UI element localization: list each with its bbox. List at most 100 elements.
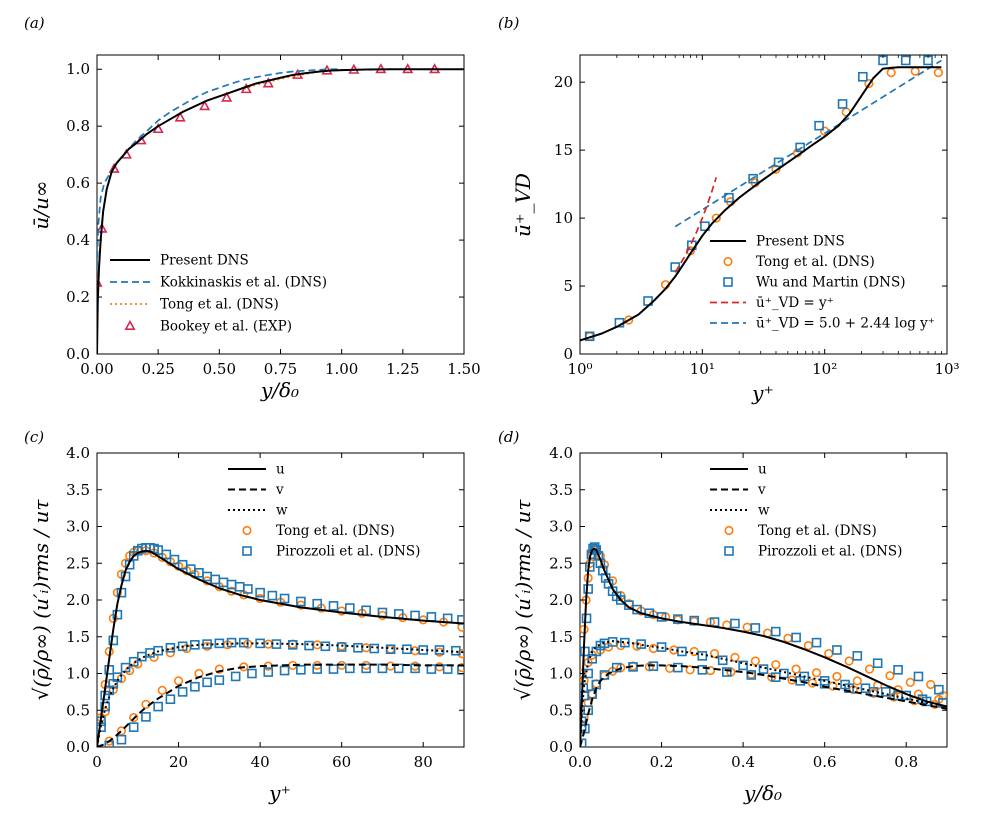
panel-a: (a) 0.00 0.25 0.50 0.75 1.00 1.25 1.500.00.20.… (24, 14, 481, 402)
panel-d-label: (d) (498, 428, 519, 446)
data-point (141, 712, 151, 722)
legend-item: ū⁺_VD = 5.0 + 2.44 log y⁺ (710, 316, 935, 332)
data-point (814, 120, 824, 131)
legend-item: Kokkinaskis et al. (DNS) (110, 275, 327, 291)
series-markers (97, 63, 441, 287)
data-point (108, 162, 120, 173)
legend-label: ū⁺_VD = 5.0 + 2.44 log y⁺ (756, 316, 935, 332)
data-point (190, 681, 200, 692)
data-point (410, 610, 420, 621)
data-point (771, 164, 781, 174)
data-point (386, 644, 396, 654)
y-tick-label: 4.0 (66, 444, 90, 462)
legend-item: Present DNS (710, 234, 845, 250)
x-tick-label: 0.50 (203, 360, 236, 378)
data-point (386, 661, 396, 671)
y-tick-label: 3.5 (66, 481, 90, 499)
data-point (599, 670, 610, 680)
series-line (97, 663, 464, 747)
data-point (864, 78, 874, 89)
data-point (872, 658, 883, 669)
panel-b-plot (580, 55, 943, 342)
data-point (832, 645, 842, 655)
x-tick-label: 0.0 (568, 753, 592, 771)
data-point (758, 664, 769, 674)
legend-item: ū⁺_VD = y⁺ (710, 295, 834, 311)
data-point (771, 660, 781, 670)
data-point (434, 645, 445, 655)
data-point (434, 662, 445, 672)
legend-item: v (710, 482, 766, 498)
legend-item: Tong et al. (DNS) (242, 523, 395, 539)
panel-c-xlabel: y⁺ (268, 781, 291, 805)
data-point (773, 157, 784, 168)
panel-d: (d) 0.0 0.2 0.4 0.6 0.8 0.0 0.5 1.0 1.5 2.0 2.5 3.0… (498, 428, 948, 805)
legend-label: Pirozzoli et al. (DNS) (758, 544, 902, 560)
data-point (926, 679, 936, 690)
legend-label: Bookey et al. (EXP) (160, 319, 292, 335)
data-point (615, 595, 626, 605)
legend-item: Tong et al. (DNS) (723, 254, 875, 270)
panel-d-plot (580, 542, 947, 747)
panel-c: (c) 0 20 40 60 80 0.0 0.5 1.0 1.5 2.0 2.5 3.0 3.5 4.0… (24, 428, 465, 805)
data-point (858, 71, 868, 82)
legend-item: Tong et al. (DNS) (110, 297, 279, 313)
data-point (837, 99, 848, 109)
data-point (933, 68, 943, 78)
legend-label: v (757, 482, 766, 498)
data-point (226, 637, 237, 648)
legend-label: Pirozzoli et al. (DNS) (276, 544, 420, 560)
data-point (328, 601, 339, 611)
y-tick-label: 0.0 (549, 738, 573, 756)
panel-c-ylabel: √(ρ̄/ρ∞) (u′ᵢ)rms / uτ (29, 499, 53, 701)
data-point (913, 671, 924, 682)
data-point (169, 554, 180, 565)
data-point (811, 668, 822, 678)
data-point (336, 642, 347, 652)
data-point (255, 587, 265, 598)
y-tick-label: 2.0 (549, 591, 573, 609)
y-tick-label: 4.0 (549, 444, 573, 462)
data-point (852, 651, 863, 661)
data-point (242, 546, 252, 556)
series-markers (580, 544, 947, 734)
panel-b-ticks: 10⁰ 10¹ 10² 10³ 0 5 10 15 20 (554, 55, 960, 378)
data-point (410, 646, 420, 656)
y-tick-label: 5 (563, 277, 573, 295)
x-tick-label: 0.2 (650, 753, 674, 771)
y-tick-label: 0.6 (66, 174, 90, 192)
data-point (864, 664, 875, 674)
data-point (174, 111, 186, 122)
data-point (624, 315, 634, 325)
legend-label: v (275, 482, 284, 498)
data-point (165, 648, 175, 658)
panel-d-ticks: 0.0 0.2 0.4 0.6 0.8 0.0 0.5 1.0 1.5 2.0 2.5 3.0 3.5 4… (549, 444, 947, 771)
legend-item: w (228, 503, 288, 519)
data-point (580, 738, 587, 747)
panel-c-label: (c) (24, 428, 44, 446)
data-point (791, 664, 801, 674)
data-point (748, 173, 758, 184)
data-point (893, 665, 903, 675)
legend-label: Tong et al. (DNS) (276, 523, 395, 539)
x-tick-label: 0 (92, 753, 102, 771)
data-point (770, 626, 781, 637)
data-point (296, 665, 306, 675)
panel-c-plot (97, 543, 464, 747)
data-point (124, 319, 136, 331)
data-point (214, 664, 224, 674)
data-point (128, 656, 139, 667)
data-point (844, 683, 854, 694)
panel-a-frame (96, 54, 465, 355)
data-point (742, 622, 752, 632)
y-tick-label: 1.0 (66, 665, 90, 683)
legend-item: u (710, 462, 767, 478)
data-point (730, 618, 740, 629)
data-point (885, 671, 895, 681)
y-tick-label: 0.5 (66, 701, 90, 719)
y-tick-label: 20 (554, 73, 573, 91)
x-tick-label: 40 (251, 753, 270, 771)
data-point (673, 662, 683, 673)
data-point (738, 660, 748, 671)
